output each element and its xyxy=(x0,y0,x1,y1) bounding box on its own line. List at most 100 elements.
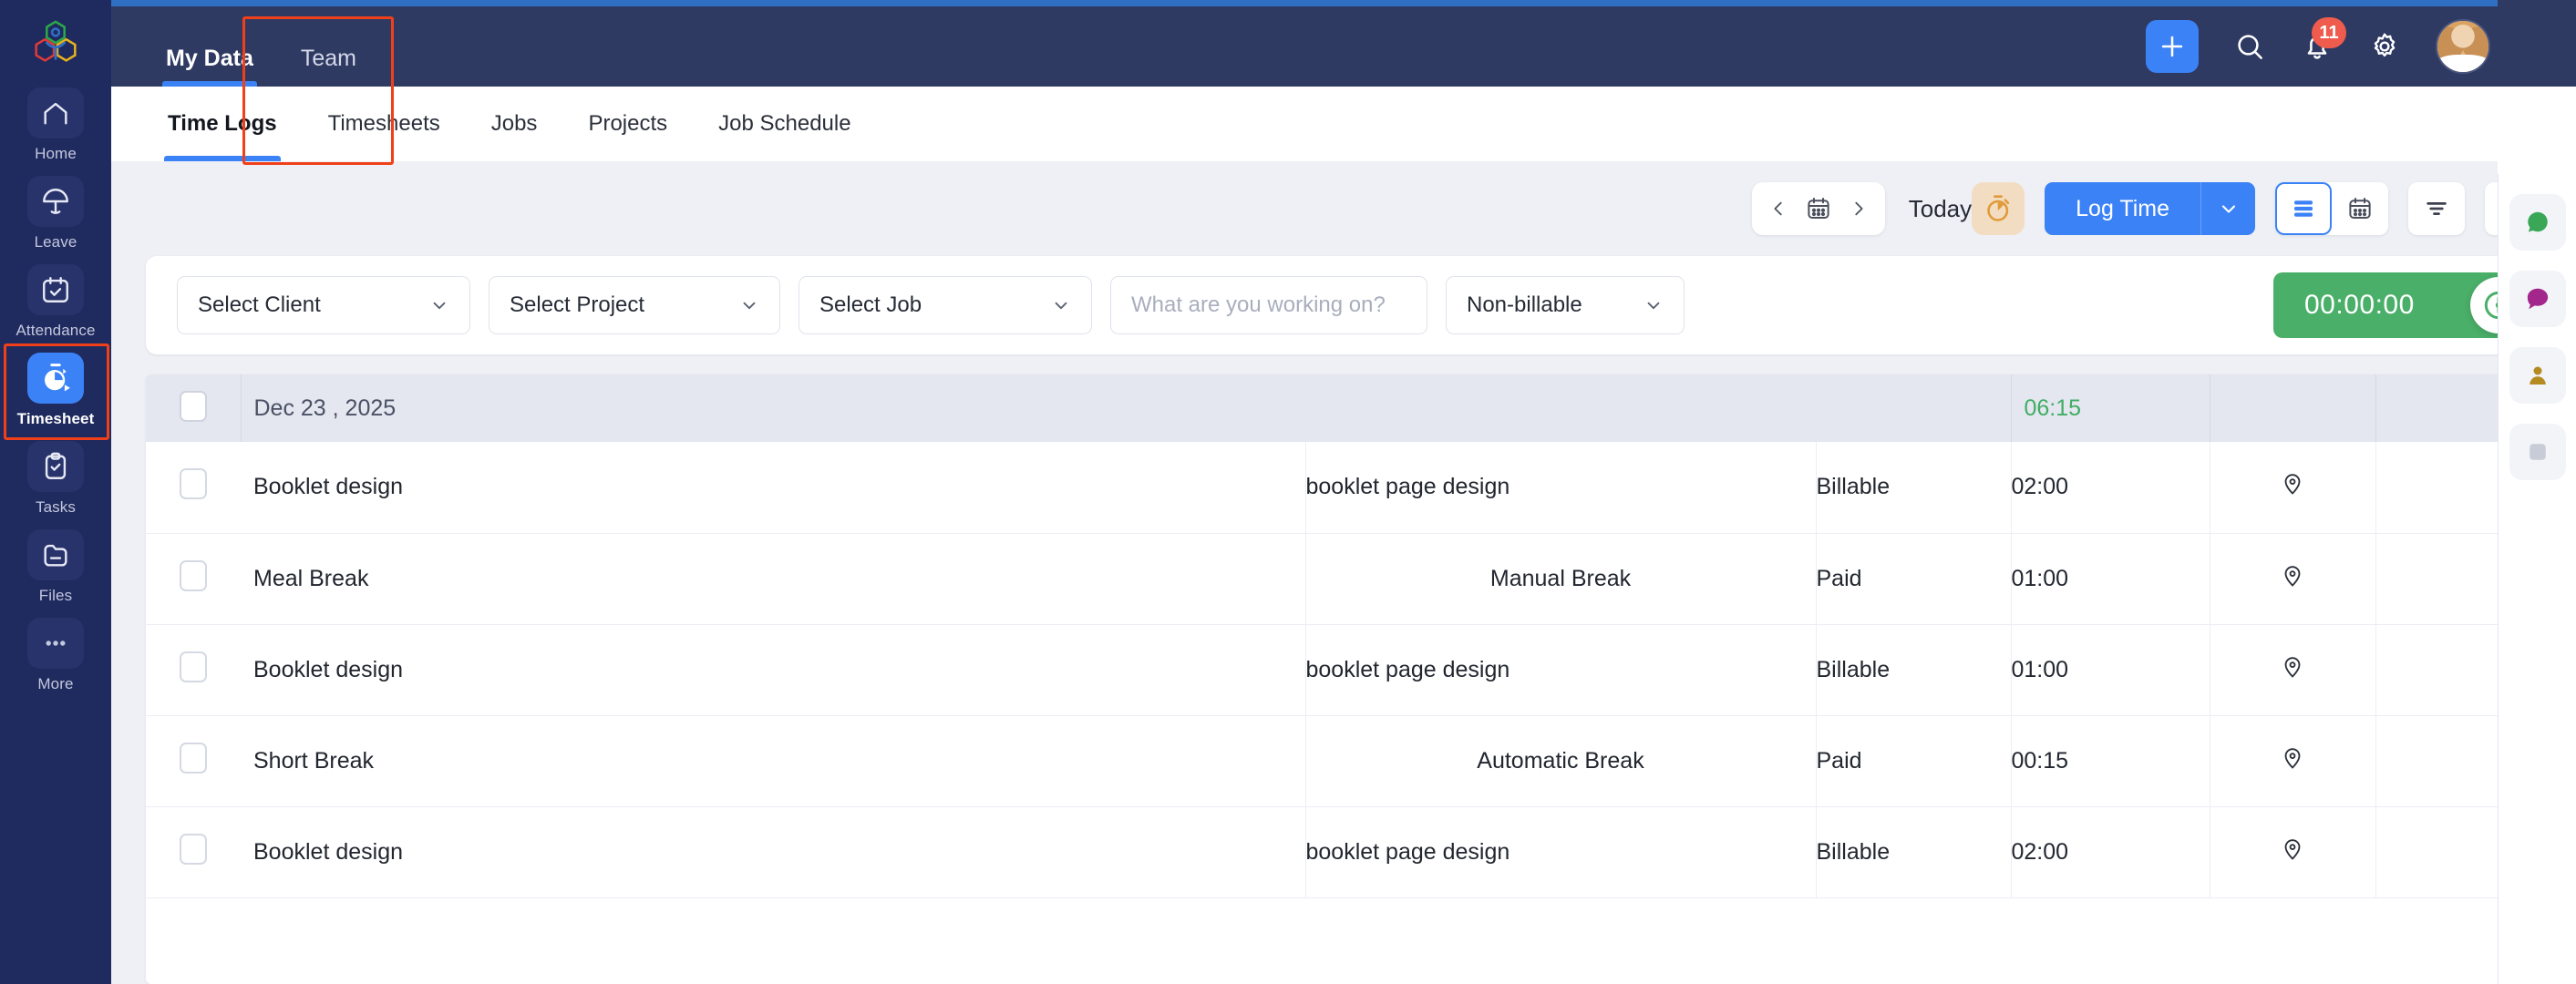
sidebar-item-timesheet[interactable]: Timesheet xyxy=(0,343,111,440)
row-checkbox[interactable] xyxy=(180,559,207,591)
log-time-dropdown-button[interactable] xyxy=(2200,182,2255,235)
select-job-dropdown[interactable]: Select Job xyxy=(799,276,1092,334)
row-title: Booklet design xyxy=(241,806,1306,898)
select-project-dropdown[interactable]: Select Project xyxy=(489,276,780,334)
select-project-value: Select Project xyxy=(510,292,645,317)
table-row[interactable]: Booklet design booklet page design Billa… xyxy=(146,806,2541,898)
select-client-value: Select Client xyxy=(198,292,321,317)
group-date-label: Dec 23 , 2025 xyxy=(253,395,397,421)
row-title: Booklet design xyxy=(241,442,1306,534)
subtab-timesheets[interactable]: Timesheets xyxy=(303,87,466,161)
content-area: Today Log Time xyxy=(111,161,2576,984)
row-checkbox[interactable] xyxy=(180,833,207,865)
location-pin-icon[interactable] xyxy=(2210,442,2376,534)
group-total-cell: 06:15 xyxy=(2011,374,2210,442)
location-pin-icon[interactable] xyxy=(2210,533,2376,625)
list-view-icon[interactable] xyxy=(2275,182,2332,235)
select-all-cell xyxy=(146,374,242,442)
subtab-label: Jobs xyxy=(490,111,538,136)
stopwatch-icon[interactable] xyxy=(1972,182,2025,235)
sidebar-item-home[interactable]: Home xyxy=(0,87,111,163)
sidebar-item-label: Tasks xyxy=(36,498,76,516)
subtab-label: Projects xyxy=(588,111,668,136)
row-title: Booklet design xyxy=(241,624,1306,716)
row-duration: 02:00 xyxy=(2011,806,2210,898)
sidebar-item-leave[interactable]: Leave xyxy=(0,176,111,251)
row-duration: 00:15 xyxy=(2011,715,2210,807)
sub-navigation: Time Logs Timesheets Jobs Projects Job S… xyxy=(111,87,2576,161)
time-logs-table: Dec 23 , 2025 06:15 Booklet design bookl… xyxy=(146,374,2541,984)
time-entry-bar: Select Client Select Project Select Job … xyxy=(146,256,2541,354)
tab-my-data[interactable]: My Data xyxy=(142,6,277,87)
running-timer: 00:00:00 xyxy=(2273,272,2527,338)
row-billable-status: Billable xyxy=(1816,442,2012,534)
table-row[interactable]: Booklet design booklet page design Billa… xyxy=(146,624,2541,716)
view-toggle-group xyxy=(2275,182,2388,235)
sidebar-item-more[interactable]: More xyxy=(0,618,111,693)
row-checkbox-cell xyxy=(146,806,241,898)
log-time-button[interactable]: Log Time xyxy=(2045,182,2200,235)
table-body: Dec 23 , 2025 06:15 Booklet design bookl… xyxy=(146,374,2541,898)
select-job-value: Select Job xyxy=(819,292,922,317)
sidebar-item-label: Leave xyxy=(34,233,77,251)
row-checkbox[interactable] xyxy=(180,742,207,774)
table-row[interactable]: Meal Break Manual Break Paid 01:00 xyxy=(146,533,2541,625)
row-checkbox[interactable] xyxy=(180,651,207,682)
table-row[interactable]: Short Break Automatic Break Paid 00:15 xyxy=(146,715,2541,807)
tab-label: Team xyxy=(300,46,357,71)
sidebar-item-files[interactable]: Files xyxy=(0,529,111,605)
subtab-projects[interactable]: Projects xyxy=(562,87,693,161)
row-checkbox-cell xyxy=(146,715,241,807)
row-checkbox[interactable] xyxy=(180,468,207,500)
subtab-jobs[interactable]: Jobs xyxy=(466,87,563,161)
group-date-cell: Dec 23 , 2025 xyxy=(241,374,2012,442)
work-description-input[interactable] xyxy=(1110,276,1427,334)
subtab-label: Timesheets xyxy=(327,111,440,136)
active-subtab-underline xyxy=(164,156,281,161)
main-column: My Data Team 11 xyxy=(111,0,2576,984)
notifications-button[interactable]: 11 xyxy=(2301,17,2346,63)
subtab-time-logs[interactable]: Time Logs xyxy=(142,87,303,161)
subtab-label: Job Schedule xyxy=(718,111,851,136)
sidebar-item-label: Home xyxy=(35,145,77,162)
people-app-icon[interactable] xyxy=(2509,347,2566,404)
gear-icon[interactable] xyxy=(2368,30,2401,63)
location-pin-icon[interactable] xyxy=(2210,624,2376,716)
select-client-dropdown[interactable]: Select Client xyxy=(177,276,470,334)
connect-app-icon[interactable] xyxy=(2509,271,2566,327)
row-duration: 02:00 xyxy=(2011,442,2210,534)
umbrella-beach-icon xyxy=(27,176,84,227)
folder-icon xyxy=(27,529,84,580)
stopwatch-icon xyxy=(27,353,84,404)
search-icon[interactable] xyxy=(2233,30,2266,63)
avatar[interactable] xyxy=(2436,19,2490,74)
row-title: Short Break xyxy=(241,715,1306,807)
row-description: booklet page design xyxy=(1305,624,1817,716)
chevron-down-icon xyxy=(743,302,756,310)
location-pin-icon[interactable] xyxy=(2210,715,2376,807)
tab-team[interactable]: Team xyxy=(277,6,380,87)
date-navigator xyxy=(1751,182,1885,235)
table-row[interactable]: Booklet design booklet page design Billa… xyxy=(146,442,2541,534)
subtab-job-schedule[interactable]: Job Schedule xyxy=(693,87,876,161)
location-pin-icon[interactable] xyxy=(2210,806,2376,898)
chevron-down-icon xyxy=(433,302,446,310)
billable-status-dropdown[interactable]: Non-billable xyxy=(1446,276,1685,334)
zoho-people-logo-icon[interactable] xyxy=(27,16,84,73)
sidebar-item-attendance[interactable]: Attendance xyxy=(0,264,111,340)
active-tab-underline xyxy=(162,81,257,87)
blank-app-icon[interactable] xyxy=(2509,424,2566,480)
sidebar-item-tasks[interactable]: Tasks xyxy=(0,441,111,517)
chevron-left-icon[interactable] xyxy=(1763,190,1794,227)
group-total-label: 06:15 xyxy=(2024,395,2082,421)
select-all-checkbox[interactable] xyxy=(179,390,207,422)
calendar-view-icon[interactable] xyxy=(2332,182,2388,235)
calendar-icon[interactable] xyxy=(1798,189,1839,229)
row-title: Meal Break xyxy=(241,533,1306,625)
add-button[interactable] xyxy=(2146,20,2199,73)
right-rail-apps xyxy=(2498,174,2576,984)
cliq-app-icon[interactable] xyxy=(2509,194,2566,251)
chevron-right-icon[interactable] xyxy=(1843,190,1874,227)
row-billable-status: Billable xyxy=(1816,806,2012,898)
filter-icon[interactable] xyxy=(2408,182,2465,235)
